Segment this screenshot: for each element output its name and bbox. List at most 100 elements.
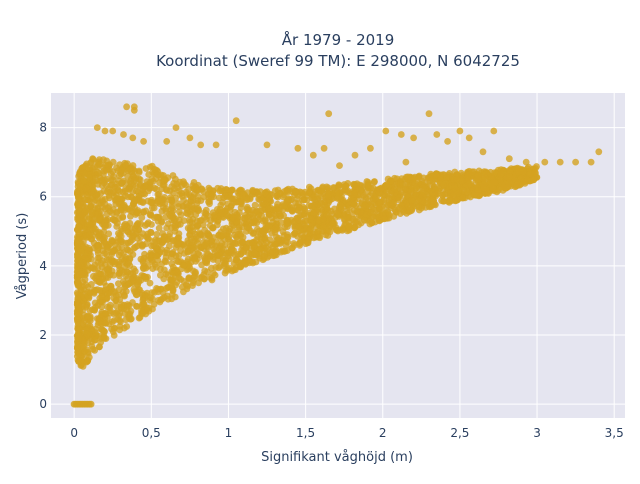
data-point (351, 223, 359, 231)
data-point (360, 191, 367, 199)
data-point (166, 233, 173, 240)
data-point-outlier (572, 158, 579, 166)
x-tick-label: 2,5 (450, 426, 469, 440)
data-point (129, 299, 136, 306)
data-point (148, 257, 156, 264)
data-point (83, 330, 91, 338)
data-point-outlier (89, 155, 97, 163)
data-point (452, 197, 460, 204)
data-point (280, 202, 288, 210)
data-point (124, 302, 131, 310)
data-point (222, 207, 229, 214)
data-point (85, 244, 92, 252)
data-point (353, 180, 361, 188)
data-point (360, 217, 368, 224)
data-point (192, 211, 200, 219)
data-point (159, 289, 167, 297)
data-point (124, 275, 132, 282)
data-point (115, 215, 123, 222)
data-point (116, 317, 124, 324)
data-point (465, 180, 473, 188)
data-point (263, 191, 271, 199)
data-point (168, 210, 176, 218)
data-point (188, 202, 196, 210)
data-point (305, 202, 313, 210)
data-point (177, 220, 184, 228)
data-point (506, 173, 514, 180)
data-point (117, 206, 124, 214)
data-point (139, 259, 147, 267)
data-point (307, 215, 315, 223)
data-point (210, 211, 218, 219)
data-point (189, 194, 197, 201)
data-point (197, 197, 205, 205)
data-point (415, 173, 422, 181)
data-point (135, 276, 143, 284)
data-point-outlier (336, 162, 343, 170)
data-point (118, 301, 125, 309)
data-point (121, 283, 129, 291)
data-point (138, 214, 146, 222)
data-point (345, 214, 353, 222)
data-point (90, 215, 98, 223)
data-point-outlier (109, 127, 117, 135)
data-point (272, 215, 280, 223)
data-point (314, 194, 322, 202)
data-point (126, 213, 134, 220)
x-tick-label: 1 (225, 426, 233, 440)
data-point (116, 161, 124, 169)
data-point-outlier (186, 134, 194, 142)
data-point (301, 217, 309, 225)
data-point (226, 264, 233, 272)
data-point (107, 282, 115, 290)
data-point (241, 215, 249, 223)
data-point (181, 243, 189, 250)
data-point (176, 187, 183, 195)
data-point (172, 215, 179, 223)
data-point (284, 188, 292, 196)
data-point (101, 334, 108, 342)
data-point (361, 201, 369, 209)
data-point (155, 224, 163, 232)
data-point (440, 197, 448, 205)
data-point (229, 186, 236, 194)
data-point (159, 230, 167, 237)
data-point (520, 168, 527, 176)
data-point (102, 222, 110, 229)
data-point (85, 353, 93, 361)
data-point-outlier (120, 131, 127, 138)
data-point (335, 189, 343, 197)
data-point (295, 223, 303, 231)
data-point (434, 190, 441, 198)
data-point (83, 346, 90, 354)
data-point (180, 180, 188, 188)
data-point (108, 236, 116, 244)
data-point (271, 229, 279, 236)
data-point (204, 250, 212, 258)
data-point (245, 239, 253, 247)
data-point (86, 174, 93, 181)
data-point (87, 314, 94, 322)
data-point (337, 202, 345, 210)
data-point (190, 185, 198, 192)
data-point (175, 238, 183, 246)
data-point (82, 184, 90, 192)
data-point (317, 188, 325, 195)
data-point (237, 230, 245, 238)
data-point-outlier (397, 131, 405, 138)
data-point (118, 267, 126, 274)
data-point (298, 238, 306, 246)
data-point (107, 182, 115, 189)
data-point (122, 161, 130, 169)
data-point (443, 173, 450, 181)
data-point (415, 179, 422, 187)
data-point (98, 176, 106, 184)
data-point (306, 226, 314, 233)
y-tick-label: 0 (39, 397, 47, 411)
data-point (343, 206, 351, 214)
data-point (147, 178, 154, 186)
y-tick-label: 6 (39, 190, 47, 204)
data-point (74, 349, 82, 356)
data-point (115, 262, 123, 269)
data-point (121, 220, 129, 228)
